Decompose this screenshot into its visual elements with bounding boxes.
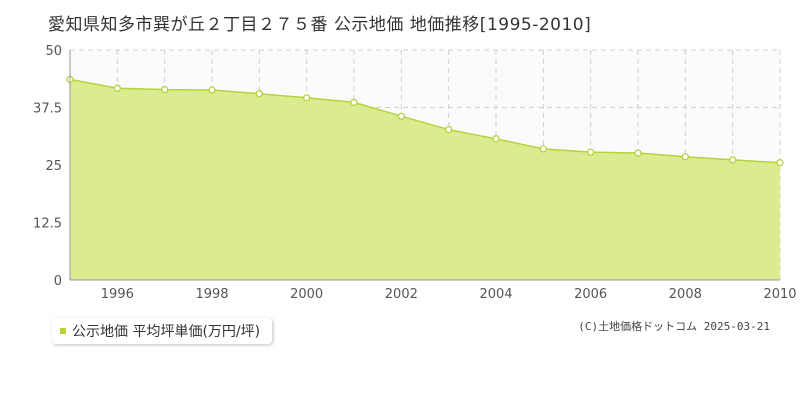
series-line [69,78,781,164]
data-point-1996 [113,84,121,92]
data-point-1998 [208,86,216,94]
x-tick-2000: 2000 [290,287,323,302]
y-tick-labels: 0 12.5 25 37.5 50 [33,44,62,289]
data-point-2005 [539,145,547,153]
x-tick-labels: 1996 1998 2000 2002 2004 2006 2008 2010 [101,287,797,302]
y-tick-50: 50 [45,44,62,59]
y-tick-12.5: 12.5 [33,217,62,232]
data-point-1997 [161,85,169,94]
chart-title: 愛知県知多市巽が丘２丁目２７５番 公示地価 地価推移[1995-2010] [48,15,592,35]
x-tick-2010: 2010 [763,287,796,302]
legend: 公示地価 平均坪単価(万円/坪) [52,318,273,344]
data-point-2009 [729,156,737,164]
data-point-2010 [776,159,784,167]
x-tick-1996: 1996 [101,287,134,302]
data-point-2000 [303,94,311,102]
markers [66,75,784,167]
data-point-2004 [492,135,500,143]
data-point-2002 [397,112,405,120]
x-tick-2008: 2008 [669,287,702,302]
x-tick-2004: 2004 [479,287,512,302]
credit-text: (C)土地価格ドットコム 2025-03-21 [578,320,770,333]
x-tick-1998: 1998 [195,287,228,302]
legend-label: 公示地価 平均坪単価(万円/坪) [72,324,261,340]
data-point-2003 [445,125,453,134]
data-point-1999 [255,90,263,98]
y-tick-25: 25 [45,159,62,174]
y-tick-37.5: 37.5 [33,102,62,117]
data-point-2001 [350,98,358,107]
y-tick-0: 0 [54,274,62,289]
data-point-2006 [587,148,595,156]
x-tick-2002: 2002 [385,287,418,302]
data-point-2007 [634,149,642,157]
legend-marker [60,328,66,334]
x-tick-2006: 2006 [574,287,607,302]
series-area [70,79,780,281]
data-point-2008 [681,153,689,161]
